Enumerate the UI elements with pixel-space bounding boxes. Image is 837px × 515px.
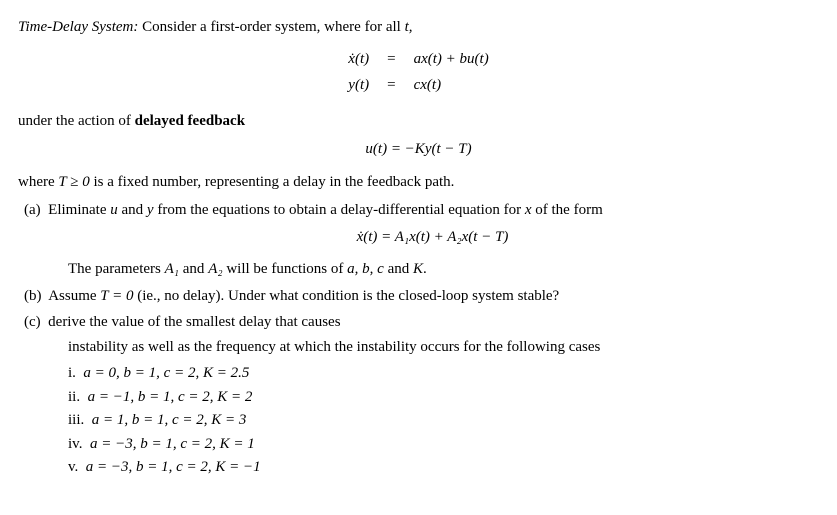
- case-eq: a = −3, b = 1, c = 2, K = −1: [86, 459, 261, 475]
- cases-list: i. a = 0, b = 1, c = 2, K = 2.5 ii. a = …: [46, 362, 819, 479]
- eq1-left: ẋ(t): [342, 47, 375, 72]
- part-a-f3: and: [384, 261, 413, 277]
- part-b-t1: Assume: [48, 288, 100, 304]
- part-a-abc: a, b, c: [347, 261, 384, 277]
- part-a-f2: will be functions of: [223, 261, 348, 277]
- case-label: v.: [68, 459, 78, 475]
- feedback-equation: u(t) = −Ky(t − T): [18, 138, 819, 161]
- part-c-label: (c): [24, 314, 41, 330]
- list-item: i. a = 0, b = 1, c = 2, K = 2.5: [90, 362, 819, 385]
- feedback-lead: under the action of: [18, 113, 135, 129]
- eq1-sign: =: [377, 47, 405, 72]
- part-b: (b) Assume T = 0 (ie., no delay). Under …: [24, 285, 819, 308]
- delay-p1c: is a fixed number, representing a delay …: [90, 174, 455, 190]
- eq2-left: y(t): [342, 73, 375, 98]
- part-a-u: u: [110, 202, 118, 218]
- case-eq: a = −1, b = 1, c = 2, K = 2: [88, 389, 253, 405]
- list-item: ii. a = −1, b = 1, c = 2, K = 2: [90, 386, 819, 409]
- case-label: iv.: [68, 436, 82, 452]
- part-a: (a) Eliminate u and y from the equations…: [24, 199, 819, 281]
- problem-title: Time-Delay System:: [18, 19, 138, 35]
- eq2-sign: =: [377, 73, 405, 98]
- part-a-footer: The parameters A₁ and A₂ will be functio…: [46, 258, 819, 281]
- part-b-label: (b): [24, 288, 42, 304]
- part-a-period: .: [423, 261, 427, 277]
- var-t: t,: [405, 19, 413, 35]
- part-a-eq: ẋ(t) = A₁x(t) + A₂x(t − T): [357, 229, 509, 245]
- part-a-and: and: [118, 202, 147, 218]
- case-label: ii.: [68, 389, 80, 405]
- feedback-eq: u(t) = −Ky(t − T): [365, 141, 471, 157]
- part-b-Tz: T = 0: [100, 288, 133, 304]
- case-eq: a = 1, b = 1, c = 2, K = 3: [92, 412, 247, 428]
- part-a-t2: from the equations to obtain a delay-dif…: [154, 202, 525, 218]
- part-c: (c) derive the value of the smallest del…: [24, 311, 819, 479]
- part-a-K: K: [413, 261, 423, 277]
- part-a-and2: and: [179, 261, 208, 277]
- part-a-A2: A₂: [208, 261, 222, 277]
- list-item: v. a = −3, b = 1, c = 2, K = −1: [90, 456, 819, 479]
- delay-description: where T ≥ 0 is a fixed number, represent…: [18, 171, 819, 194]
- part-a-equation: ẋ(t) = A₁x(t) + A₂x(t − T): [46, 226, 819, 249]
- part-a-A1: A₁: [165, 261, 179, 277]
- part-b-t2: (ie., no delay). Under what condition is…: [133, 288, 559, 304]
- case-eq: a = −3, b = 1, c = 2, K = 1: [90, 436, 255, 452]
- eq1-right: ax(t) + bu(t): [408, 47, 495, 72]
- part-a-x: x: [525, 202, 532, 218]
- part-a-f1: The parameters: [68, 261, 165, 277]
- system-equations: ẋ(t) = ax(t) + bu(t) y(t) = cx(t): [18, 45, 819, 100]
- list-item: iii. a = 1, b = 1, c = 2, K = 3: [90, 409, 819, 432]
- delay-T: T ≥ 0: [58, 174, 89, 190]
- part-a-y: y: [147, 202, 154, 218]
- feedback-bold: delayed feedback: [135, 113, 245, 129]
- part-a-t1: Eliminate: [48, 202, 110, 218]
- problem-header: Time-Delay System: Consider a first-orde…: [18, 16, 819, 39]
- part-a-t3: of the form: [532, 202, 603, 218]
- parts-list: (a) Eliminate u and y from the equations…: [18, 199, 819, 479]
- case-label: iii.: [68, 412, 84, 428]
- feedback-intro: under the action of delayed feedback: [18, 110, 819, 133]
- part-c-line2: instability as well as the frequency at …: [46, 336, 819, 359]
- case-label: i.: [68, 365, 76, 381]
- eq2-right: cx(t): [408, 73, 495, 98]
- part-c-line1: derive the value of the smallest delay t…: [48, 314, 340, 330]
- delay-p1a: where: [18, 174, 58, 190]
- case-eq: a = 0, b = 1, c = 2, K = 2.5: [83, 365, 249, 381]
- list-item: iv. a = −3, b = 1, c = 2, K = 1: [90, 433, 819, 456]
- part-a-label: (a): [24, 202, 41, 218]
- problem-intro: Consider a first-order system, where for…: [142, 19, 404, 35]
